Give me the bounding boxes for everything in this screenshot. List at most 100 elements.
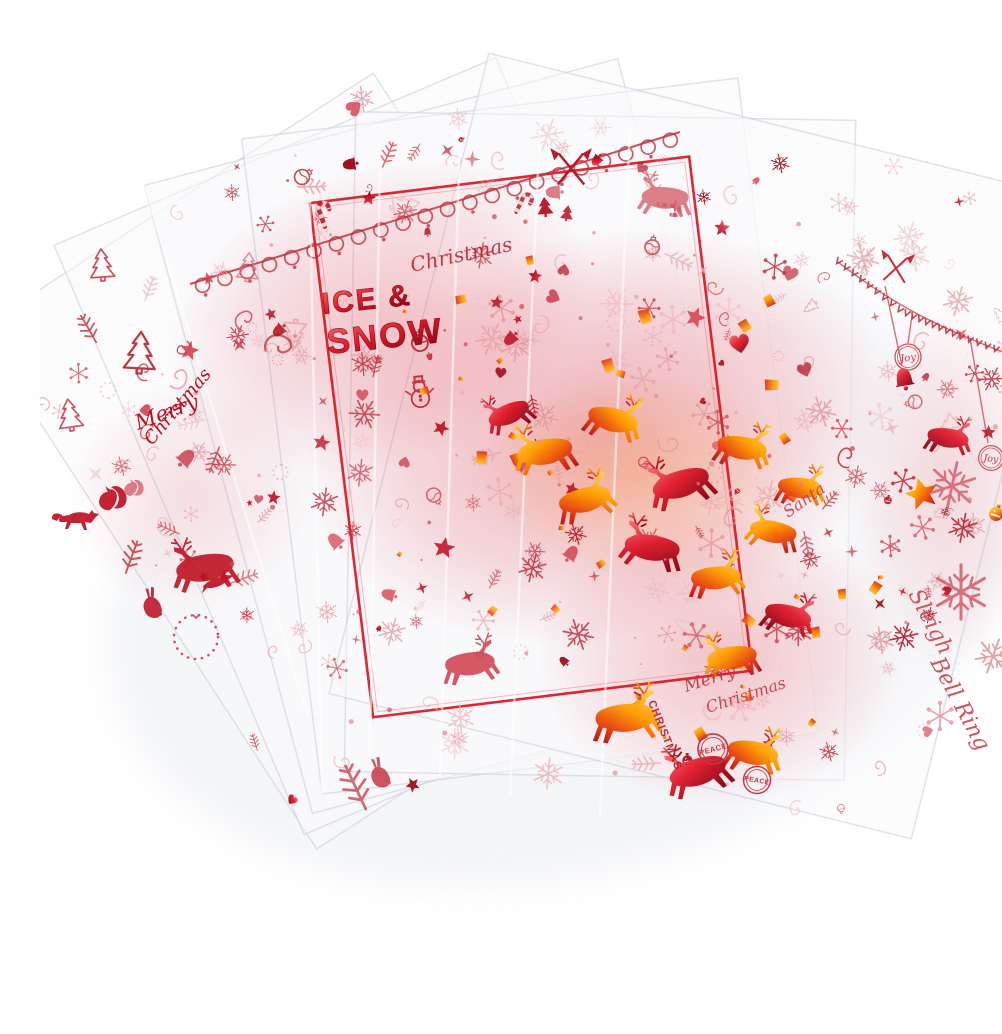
- sheet-edge-streak: [438, 135, 462, 777]
- lace-scallop: [462, 194, 478, 211]
- confetti-dot: [491, 214, 497, 220]
- garland-chevron: [924, 317, 932, 327]
- garland-chevron: [858, 274, 867, 283]
- garland-chevron: [897, 304, 905, 313]
- garland-chevron: [911, 311, 919, 321]
- lace-scallop: [439, 201, 456, 218]
- confetti-dot: [174, 405, 180, 410]
- lace-dot: [292, 265, 297, 269]
- sheet-edge-streak: [308, 200, 324, 795]
- garland-chevron: [931, 320, 939, 329]
- confetti-dot: [183, 417, 187, 421]
- confetti-dot: [352, 613, 355, 616]
- confetti-dot: [605, 342, 611, 347]
- lace-scallop: [417, 208, 434, 225]
- confetti-dot: [293, 334, 298, 339]
- confetti-dot: [849, 445, 855, 452]
- confetti-dot: [443, 328, 447, 332]
- garland-chevron: [975, 338, 983, 347]
- confetti-dot: [638, 320, 641, 323]
- confetti-dot: [463, 342, 468, 347]
- confetti-dot: [797, 482, 803, 488]
- confetti-dot: [734, 410, 739, 415]
- garland-chevron: [835, 256, 844, 265]
- joy-tag: Joy: [978, 445, 1002, 471]
- garland-chevron: [881, 292, 890, 301]
- confetti-dot: [312, 356, 316, 361]
- lace-dot: [471, 210, 475, 214]
- lace-scallop: [573, 160, 590, 176]
- confetti-dot: [524, 651, 529, 656]
- confetti-dot: [413, 606, 417, 610]
- confetti-dot: [128, 460, 131, 463]
- confetti-dot: [719, 453, 723, 456]
- lace-scallop: [372, 222, 389, 238]
- confetti-dot: [663, 558, 667, 561]
- lace-dot: [337, 251, 342, 256]
- confetti-dot: [767, 453, 772, 459]
- lace-dot: [649, 154, 653, 159]
- garland-chevron: [904, 308, 912, 318]
- garland-chevron: [967, 335, 975, 344]
- confetti-dot: [712, 387, 716, 390]
- confetti-dot: [557, 483, 561, 487]
- lace-dot: [203, 293, 208, 297]
- garland-chevron: [993, 344, 1001, 354]
- confetti-dot: [270, 504, 276, 510]
- lace-dot: [515, 196, 520, 200]
- confetti-dot: [161, 373, 164, 376]
- garland-chevron: [889, 298, 897, 307]
- confetti-dots: [128, 154, 1002, 786]
- garland-chevron: [866, 280, 874, 289]
- confetti-dot: [696, 481, 700, 486]
- confetti-dot: [286, 178, 290, 183]
- garland-chevron: [984, 341, 992, 350]
- confetti-dot: [633, 636, 637, 639]
- confetti-dot: [959, 595, 963, 599]
- confetti-dot: [591, 262, 594, 266]
- garland-chevron: [944, 326, 952, 335]
- sheet-edge-streak: [598, 125, 632, 817]
- lace-scallop: [484, 187, 501, 204]
- confetti-dot: [378, 367, 381, 370]
- confetti-dot: [483, 236, 487, 240]
- confetti-dot: [442, 730, 448, 736]
- confetti-dot: [998, 390, 1002, 394]
- confetti-dot: [822, 415, 826, 418]
- confetti-dot: [356, 609, 362, 615]
- confetti-dot: [427, 520, 432, 525]
- lace-scallop: [617, 146, 634, 162]
- confetti-dot: [523, 219, 528, 224]
- confetti-dot: [904, 620, 908, 625]
- confetti-dot: [567, 436, 571, 441]
- confetti-dot: [612, 770, 618, 776]
- confetti-dot: [193, 390, 199, 396]
- confetti-dot: [559, 600, 562, 604]
- confetti-dot: [348, 719, 354, 725]
- lace-scallop: [506, 180, 523, 197]
- foil-washes: [65, 156, 1002, 806]
- sheet-edge-streak: [142, 185, 310, 717]
- sticker-sheets-photo: Joy Joy PEACE PEACE ICE & SNOW Merry Chr…: [40, 52, 1002, 888]
- joy-tag-label: Joy: [898, 352, 917, 365]
- confetti-dot: [155, 564, 158, 567]
- confetti-dot: [708, 461, 715, 467]
- garland-chevron: [874, 286, 882, 295]
- garland-chevron: [951, 329, 959, 338]
- lace-dot: [382, 237, 386, 242]
- confetti-dot: [725, 782, 730, 786]
- confetti-dot: [634, 294, 639, 299]
- sheet-edge-streak: [368, 155, 382, 757]
- garland-chevrons: [835, 256, 1002, 357]
- confetti-dot: [539, 562, 544, 566]
- lace-dot: [604, 168, 609, 173]
- lace-scallop: [261, 256, 278, 273]
- product-photo: Joy Joy PEACE PEACE ICE & SNOW Merry Chr…: [40, 16, 1002, 1018]
- confetti-dot: [923, 587, 927, 591]
- confetti-dot: [455, 453, 458, 457]
- confetti-dot: [310, 178, 313, 181]
- joy-tag-label: Joy: [981, 453, 1000, 466]
- confetti-dot: [992, 424, 998, 430]
- confetti-dot: [522, 557, 526, 561]
- confetti-dot: [796, 221, 801, 227]
